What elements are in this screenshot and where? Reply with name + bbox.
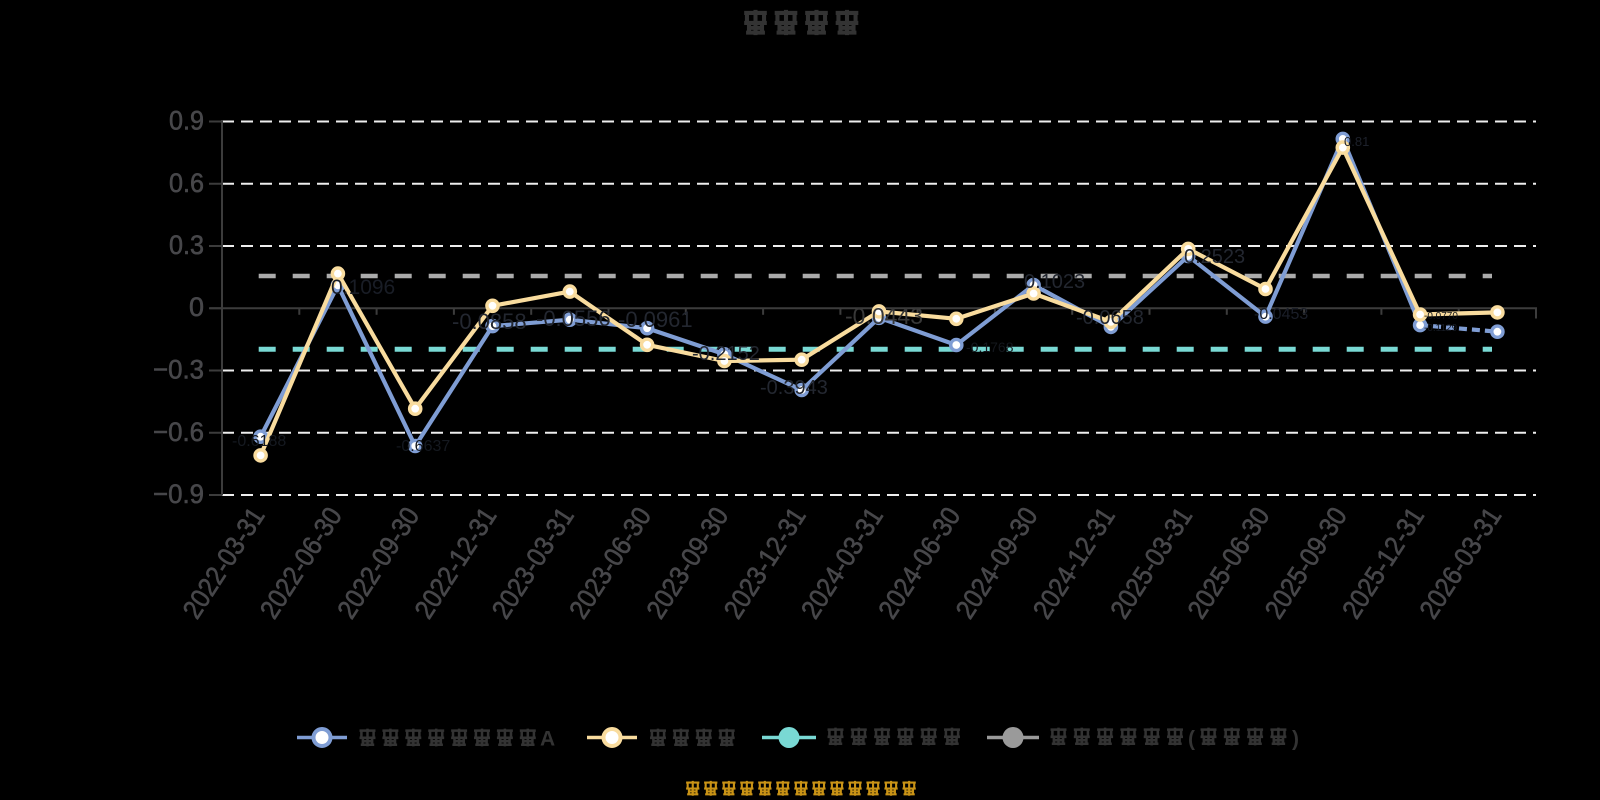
svg-text:-0.2152: -0.2152 [692, 343, 760, 365]
svg-text:-0.0961: -0.0961 [618, 307, 693, 332]
svg-text:-0.0658: -0.0658 [1076, 307, 1144, 329]
svg-text:-0.0443: -0.0443 [845, 303, 923, 329]
svg-text:0.1096: 0.1096 [331, 276, 395, 299]
svg-text:0.1023: 0.1023 [1024, 271, 1085, 293]
svg-text:): ) [1292, 728, 1299, 751]
svg-text:-0.3943: -0.3943 [760, 377, 828, 399]
svg-text:0.81: 0.81 [1344, 134, 1369, 149]
svg-text:0.3: 0.3 [169, 230, 204, 260]
svg-text:-0.0453: -0.0453 [1254, 306, 1308, 323]
svg-text:-0.0770: -0.0770 [1424, 311, 1458, 322]
svg-text:-0.0858: -0.0858 [452, 309, 527, 334]
svg-text:−0.6: −0.6 [153, 417, 204, 447]
svg-text:0.2523: 0.2523 [1184, 246, 1245, 268]
svg-text:0.6: 0.6 [169, 168, 204, 198]
svg-text:(: ( [1188, 728, 1195, 751]
svg-text:−0.9: −0.9 [153, 479, 204, 509]
svg-text:-0.6188: -0.6188 [232, 433, 286, 450]
svg-text:-0.6637: -0.6637 [396, 438, 450, 455]
svg-text:A: A [540, 728, 555, 751]
svg-text:-0.1129: -0.1129 [1424, 323, 1458, 334]
svg-text:0: 0 [189, 292, 204, 322]
svg-text:0.9: 0.9 [169, 106, 204, 136]
svg-text:-0.1768: -0.1768 [966, 339, 1014, 355]
svg-text:-0.0556: -0.0556 [536, 306, 611, 331]
svg-text:−0.3: −0.3 [153, 355, 204, 385]
